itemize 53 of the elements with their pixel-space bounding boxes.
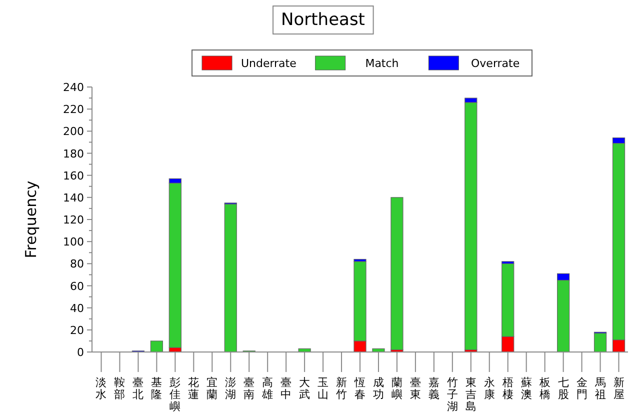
y-axis-title: Frequency	[22, 180, 40, 258]
x-tick-label: 永康	[484, 376, 495, 401]
x-tick-label: 成功	[372, 376, 384, 401]
chart-title: Northeast	[281, 10, 366, 30]
x-tick-label: 東吉島	[465, 376, 476, 413]
y-tick-label: 100	[63, 236, 84, 249]
x-tick-label: 彭佳嶼	[170, 376, 181, 413]
x-tick-label: 新屋	[613, 376, 624, 401]
bar	[390, 197, 404, 350]
y-tick-label: 240	[63, 81, 84, 94]
x-tick-label: 嘉義	[428, 376, 440, 401]
x-tick-label: 臺南	[244, 376, 255, 401]
x-tick-label: 基隆	[151, 376, 162, 401]
x-tick-label: 竹子湖	[446, 376, 458, 413]
bar	[594, 332, 607, 352]
bar	[168, 182, 182, 348]
x-tick-label: 臺中	[280, 376, 292, 401]
x-tick-label: 蘇澳	[520, 376, 532, 401]
y-tick-label: 140	[63, 191, 84, 204]
y-tick-label: 60	[70, 280, 84, 293]
legend-label: Overrate	[471, 57, 520, 70]
y-tick-label: 200	[63, 125, 84, 138]
x-tick-label: 七股	[558, 376, 569, 401]
x-tick-label: 鞍部	[114, 376, 126, 401]
x-tick-label: 恆春	[354, 376, 366, 401]
x-tick-label: 板橋	[538, 376, 550, 401]
x-tick-label: 淡水	[96, 376, 107, 401]
x-tick-label: 金門	[576, 376, 588, 401]
x-tick-label: 玉山	[318, 376, 329, 401]
x-tick-label: 宜蘭	[206, 376, 218, 401]
y-tick-label: 180	[63, 147, 84, 160]
y-tick-label: 40	[70, 302, 84, 315]
x-tick-label: 高雄	[261, 376, 274, 401]
y-tick-label: 160	[63, 169, 84, 182]
title: Northeast	[272, 6, 374, 34]
x-tick-label: 大武	[299, 376, 310, 401]
y-tick-label: 0	[77, 346, 84, 359]
y-tick-label: 80	[70, 258, 84, 271]
y-tick-label: 220	[63, 103, 84, 116]
x-tick-label: 花蓮	[188, 376, 200, 401]
x-tick-label: 馬祖	[594, 376, 606, 401]
y-tick-label: 20	[70, 324, 84, 337]
x-tick-label: 蘭嶼	[391, 376, 402, 401]
bar	[224, 204, 237, 352]
bar	[150, 340, 163, 352]
legend-label: Underrate	[240, 57, 297, 70]
y-tick-label: 120	[63, 214, 84, 226]
x-tick-label: 澎湖	[225, 376, 236, 401]
x-tick-label: 臺北	[132, 376, 144, 401]
x-tick-label: 臺東	[410, 376, 421, 401]
x-tick-label: 梧棲	[501, 376, 514, 401]
legend-label: Match	[365, 57, 399, 70]
x-tick-label: 新竹	[336, 376, 348, 401]
